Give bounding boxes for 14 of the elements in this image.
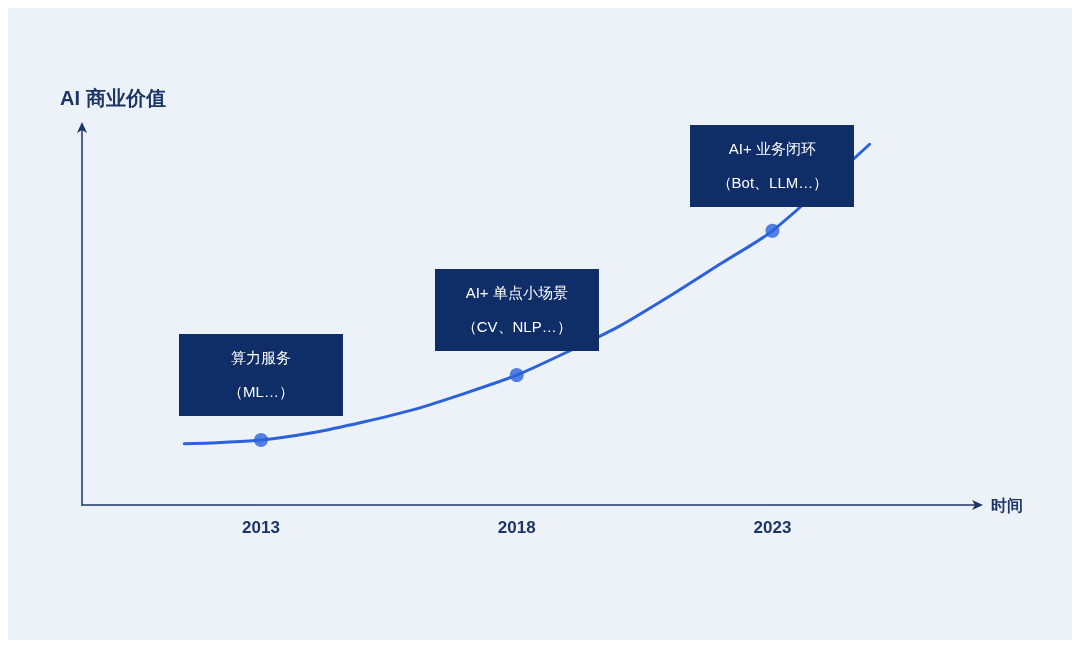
caption-box: AI+ 业务闭环 （Bot、LLM…） — [690, 124, 855, 207]
y-axis-title: AI 商业价值 — [60, 87, 166, 109]
annotation: 算力服务 — [231, 348, 291, 369]
caption-box: 算力服务 （ML…） — [179, 334, 343, 417]
x-tick-label: 2018 — [497, 518, 536, 537]
x-axis-title: 时间 — [991, 496, 1023, 514]
annotation: AI+ 单点小场景 — [465, 283, 568, 304]
annotation: （CV、NLP…） — [461, 317, 572, 338]
x-tick-label: 2013 — [242, 518, 280, 537]
x-tick-label: 2023 — [753, 518, 792, 537]
annotation: （Bot、LLM…） — [716, 172, 829, 193]
caption-box: AI+ 单点小场景 （CV、NLP…） — [434, 269, 599, 352]
annotation: AI+ 业务闭环 — [728, 138, 816, 159]
annotation: （ML…） — [228, 382, 294, 403]
